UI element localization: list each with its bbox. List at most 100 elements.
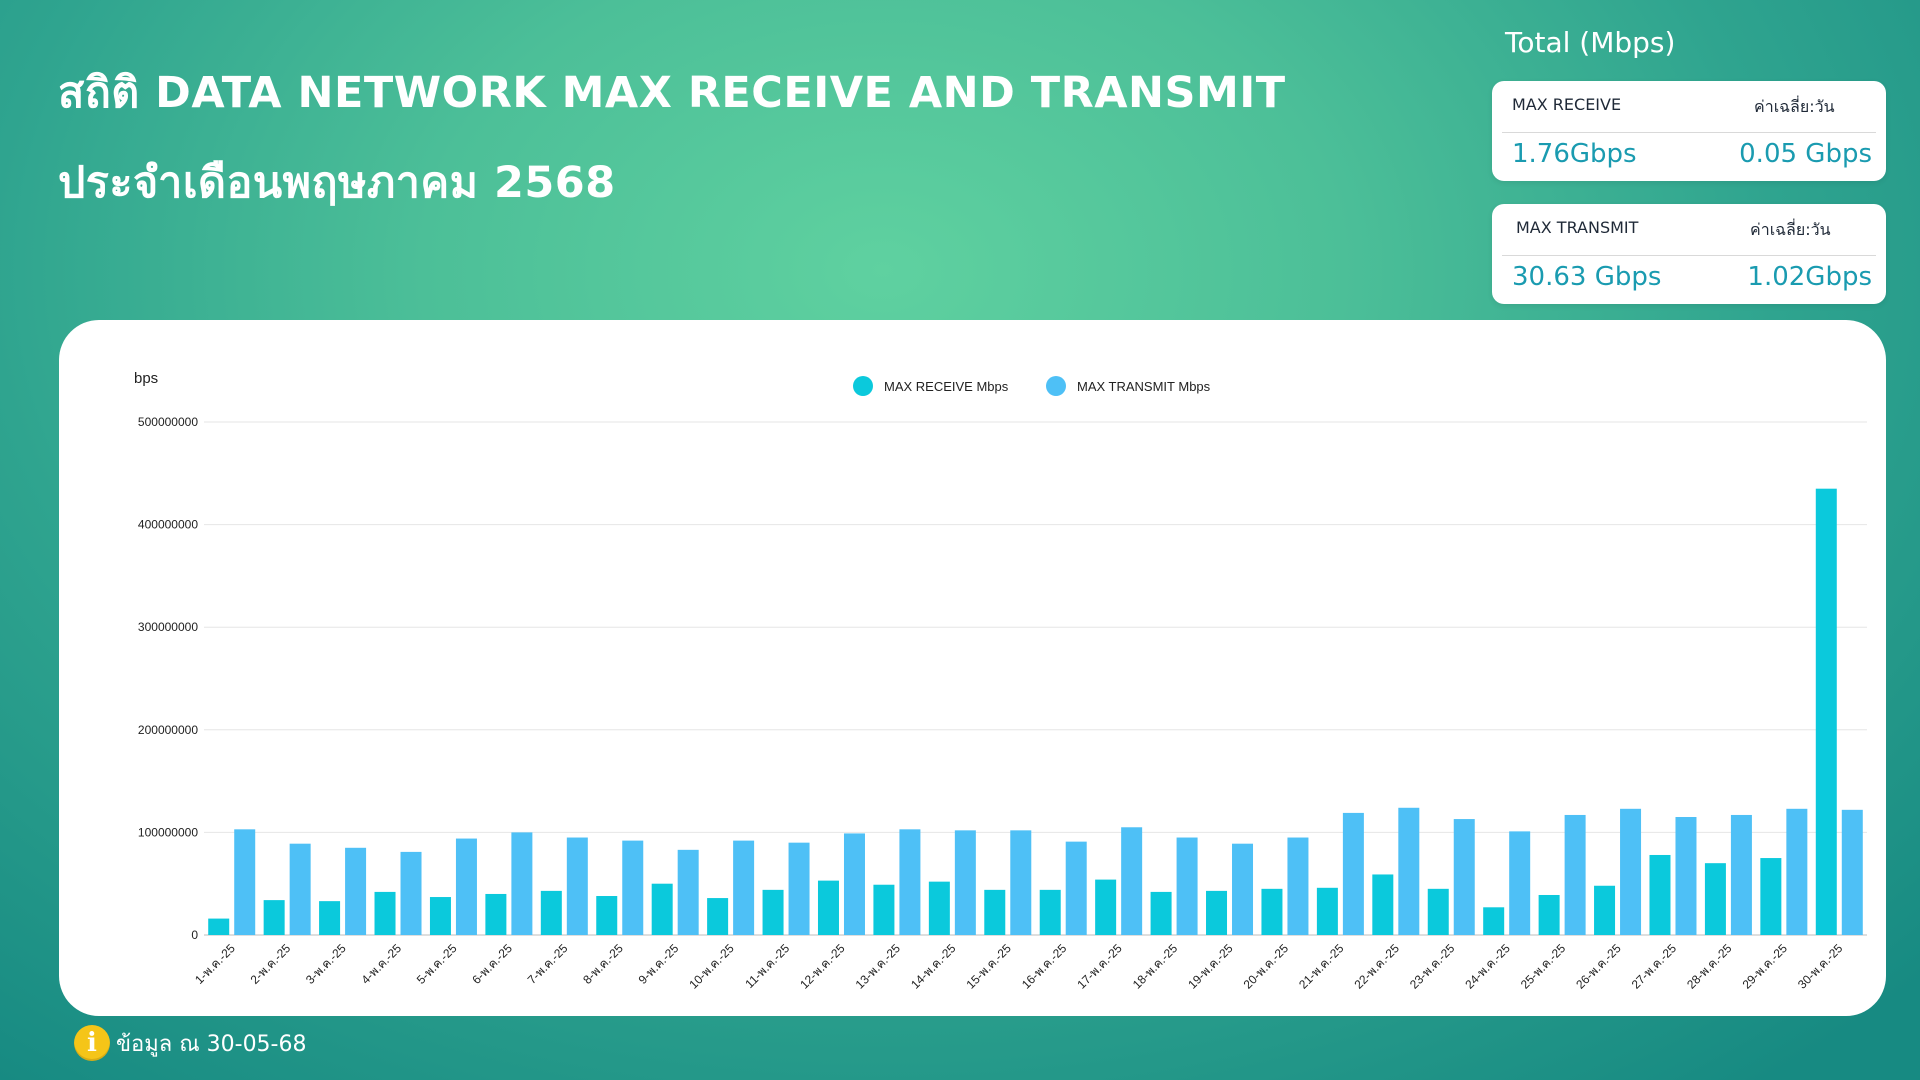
bar-transmit: [1675, 817, 1697, 935]
x-tick-label: 11-พ.ค.-25: [742, 941, 792, 991]
max-receive-avg-value: 0.05 Gbps: [1739, 139, 1872, 169]
bar-transmit: [733, 840, 755, 935]
x-tick-label: 15-พ.ค.-25: [963, 941, 1014, 992]
legend-marker: [1046, 376, 1066, 396]
x-tick-label: 4-พ.ค.-25: [358, 941, 404, 987]
bar-transmit: [1730, 814, 1752, 935]
bar-receive: [817, 880, 839, 935]
x-tick-label: 5-พ.ค.-25: [414, 941, 460, 987]
bar-transmit: [455, 838, 477, 935]
bar-receive: [1372, 874, 1394, 935]
bar-transmit: [511, 832, 533, 935]
bar-transmit: [1453, 819, 1475, 935]
page-subtitle: ประจำเดือนพฤษภาคม 2568: [58, 158, 616, 208]
legend-label: MAX RECEIVE Mbps: [884, 379, 1009, 394]
bar-transmit: [1786, 808, 1808, 935]
legend-label: MAX TRANSMIT Mbps: [1077, 379, 1211, 394]
bar-transmit: [622, 840, 644, 935]
divider: [1502, 132, 1876, 133]
x-tick-label: 6-พ.ค.-25: [469, 941, 515, 987]
x-tick-label: 24-พ.ค.-25: [1462, 941, 1513, 992]
max-transmit-avg-value: 1.02Gbps: [1747, 262, 1872, 292]
bar-receive: [485, 893, 507, 935]
legend-marker: [853, 376, 873, 396]
x-tick-label: 20-พ.ค.-25: [1241, 941, 1292, 992]
bar-receive: [319, 901, 341, 935]
bar-receive: [928, 881, 950, 935]
bar-transmit: [788, 842, 810, 935]
y-axis-label: bps: [134, 370, 158, 387]
x-tick-label: 27-พ.ค.-25: [1629, 941, 1680, 992]
bar-receive: [374, 891, 396, 935]
bar-receive: [1704, 863, 1726, 935]
bar-receive: [1649, 854, 1671, 935]
bar-transmit: [843, 833, 865, 935]
bar-transmit: [1176, 837, 1198, 935]
bar-transmit: [1010, 830, 1032, 935]
max-receive-card: MAX RECEIVE ค่าเฉลี่ย:วัน 1.76Gbps 0.05 …: [1492, 81, 1886, 181]
max-receive-label: MAX RECEIVE: [1512, 95, 1622, 114]
bar-transmit: [1620, 808, 1642, 935]
bar-receive: [1427, 888, 1449, 935]
bar-receive: [1206, 890, 1228, 935]
bar-receive: [984, 889, 1006, 935]
x-tick-label: 3-พ.ค.-25: [303, 941, 349, 987]
max-transmit-label: MAX TRANSMIT: [1516, 218, 1639, 237]
info-icon: i: [74, 1025, 110, 1061]
bar-transmit: [345, 847, 367, 935]
x-tick-label: 22-พ.ค.-25: [1352, 941, 1403, 992]
bar-receive: [429, 897, 451, 935]
totals-label: Total (Mbps): [1505, 26, 1676, 59]
bar-transmit: [1342, 812, 1364, 935]
y-tick-label: 200000000: [138, 723, 198, 737]
x-tick-label: 30-พ.ค.-25: [1795, 941, 1846, 992]
bar-receive: [1760, 858, 1782, 935]
bar-transmit: [289, 843, 311, 935]
divider: [1502, 255, 1876, 256]
x-tick-label: 2-พ.ค.-25: [248, 941, 294, 987]
max-transmit-card: MAX TRANSMIT ค่าเฉลี่ย:วัน 30.63 Gbps 1.…: [1492, 204, 1886, 304]
bar-transmit: [234, 829, 256, 935]
bar-receive: [707, 898, 729, 935]
bar-receive: [1150, 891, 1172, 935]
bar-receive: [208, 918, 230, 935]
page-title: สถิติ DATA NETWORK MAX RECEIVE AND TRANS…: [58, 68, 1286, 118]
bar-receive: [1594, 885, 1616, 935]
footer: i ข้อมูล ณ 30-05-68: [74, 1024, 307, 1062]
chart-card: bps 0 100000000 200000000 300000000 400000000…: [59, 320, 1886, 1016]
bar-receive: [762, 889, 784, 935]
bar-receive: [873, 884, 895, 935]
bar-receive: [596, 896, 618, 935]
bar-receive: [1538, 894, 1560, 935]
max-receive-avg-label: ค่าเฉลี่ย:วัน: [1754, 97, 1835, 116]
max-receive-value: 1.76Gbps: [1512, 139, 1637, 169]
x-tick-label: 26-พ.ค.-25: [1573, 941, 1624, 992]
bar-receive: [1095, 879, 1117, 935]
x-tick-label: 19-พ.ค.-25: [1185, 941, 1236, 992]
bar-transmit: [1564, 814, 1586, 935]
x-tick-label: 12-พ.ค.-25: [797, 941, 848, 992]
max-transmit-avg-label: ค่าเฉลี่ย:วัน: [1750, 220, 1831, 239]
y-tick-label: 500000000: [138, 415, 198, 429]
x-tick-label: 23-พ.ค.-25: [1407, 941, 1458, 992]
x-tick-label: 29-พ.ค.-25: [1740, 941, 1791, 992]
bar-transmit: [1287, 837, 1309, 935]
y-tick-label: 100000000: [138, 825, 198, 839]
bar-receive: [1483, 907, 1505, 935]
x-tick-label: 9-พ.ค.-25: [636, 941, 682, 987]
x-tick-label: 21-พ.ค.-25: [1296, 941, 1347, 992]
x-tick-label: 14-พ.ค.-25: [908, 941, 959, 992]
x-tick-label: 17-พ.ค.-25: [1074, 941, 1125, 992]
bar-transmit: [400, 851, 422, 935]
bar-transmit: [1398, 807, 1420, 935]
bar-receive: [1815, 488, 1837, 935]
data-date-note: ข้อมูล ณ 30-05-68: [116, 1031, 307, 1057]
y-tick-label: 0: [191, 928, 198, 942]
y-tick-label: 300000000: [138, 620, 198, 634]
bar-receive: [651, 883, 673, 935]
x-tick-label: 10-พ.ค.-25: [686, 941, 737, 992]
bar-transmit: [566, 837, 588, 935]
x-tick-label: 25-พ.ค.-25: [1518, 941, 1569, 992]
bar-transmit: [899, 829, 921, 935]
bar-transmit: [1232, 843, 1254, 935]
